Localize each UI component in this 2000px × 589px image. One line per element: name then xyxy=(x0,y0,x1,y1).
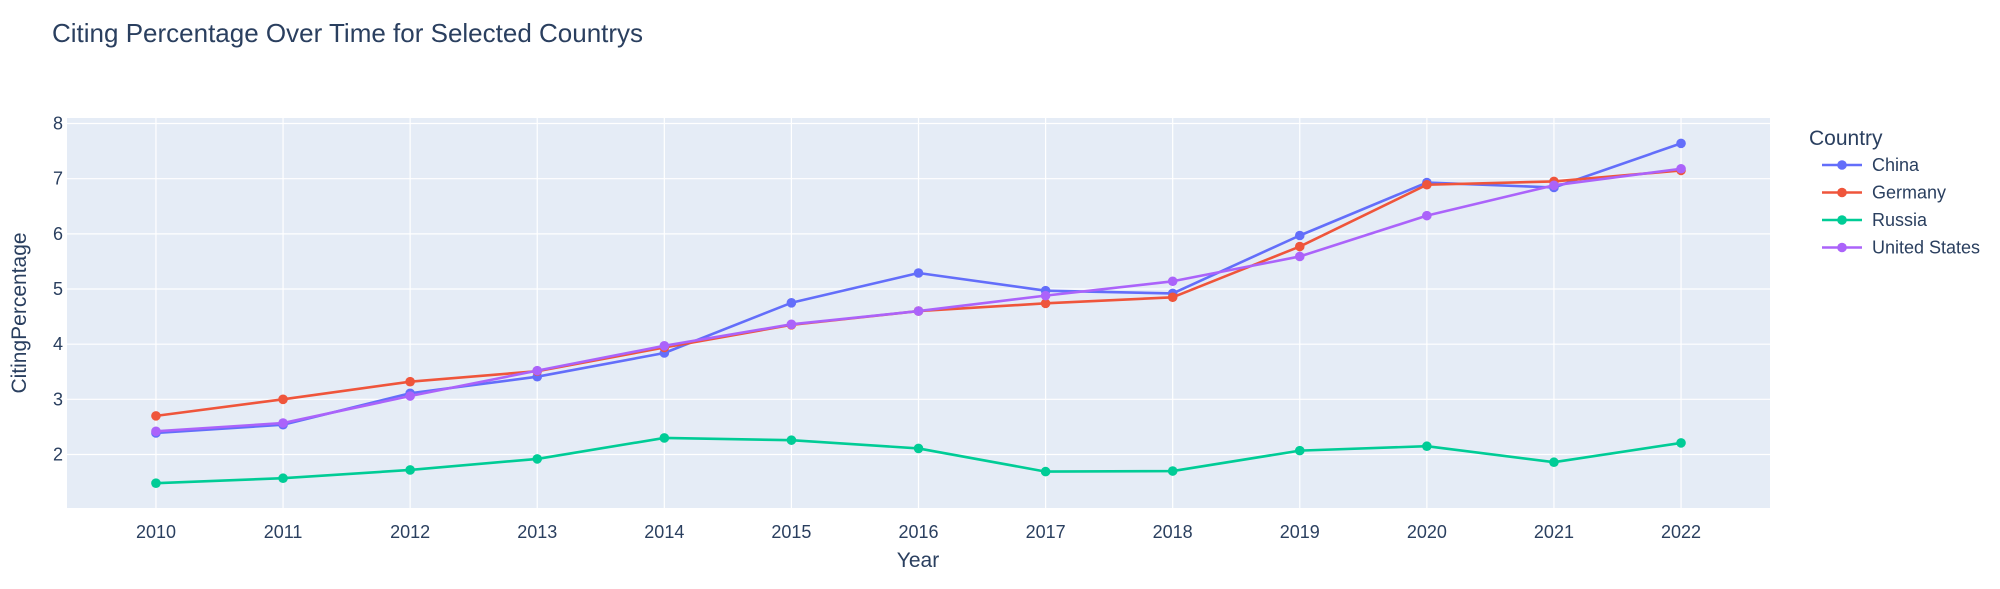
data-point-united-states xyxy=(786,319,797,330)
data-point-united-states xyxy=(151,426,161,437)
x-tick-label: 2013 xyxy=(517,522,557,542)
x-tick-label: 2022 xyxy=(1661,522,1701,542)
x-axis-ticks: 2010 2011 2012 2013 2014 2015 2016 2017 2018 2019… xyxy=(136,522,1701,542)
data-point-russia xyxy=(659,433,670,443)
x-tick-label: 2015 xyxy=(771,522,811,542)
data-point-russia xyxy=(1167,466,1178,476)
y-axis-ticks: 2 3 4 5 6 7 8 xyxy=(53,114,63,465)
data-point-china xyxy=(1676,138,1686,149)
legend-marker-russia xyxy=(1837,215,1847,225)
data-point-united-states xyxy=(659,341,670,351)
data-point-russia xyxy=(913,443,924,454)
data-point-germany xyxy=(1294,241,1305,252)
legend-label-russia: Russia xyxy=(1872,210,1928,230)
data-point-germany xyxy=(405,376,415,387)
legend-marker-germany xyxy=(1837,187,1847,198)
data-point-russia xyxy=(1294,445,1305,456)
x-tick-label: 2011 xyxy=(264,522,303,542)
data-point-united-states xyxy=(405,391,415,401)
y-axis-title: CitingPercentage xyxy=(8,232,31,393)
legend-item-russia[interactable]: Russia xyxy=(1822,210,1928,230)
y-tick-label: 3 xyxy=(53,389,63,409)
y-tick-label: 8 xyxy=(53,114,63,134)
legend-label-united-states: United States xyxy=(1872,238,1980,258)
x-tick-label: 2012 xyxy=(390,522,430,542)
data-point-russia xyxy=(151,478,161,488)
x-tick-label: 2019 xyxy=(1280,522,1320,542)
data-point-russia xyxy=(1040,466,1051,477)
x-tick-label: 2014 xyxy=(644,522,684,542)
data-point-russia xyxy=(532,454,543,464)
data-point-united-states xyxy=(1422,210,1432,221)
data-point-united-states xyxy=(913,306,924,316)
x-tick-label: 2010 xyxy=(136,522,176,542)
y-tick-label: 5 xyxy=(53,279,63,299)
legend-item-united-states[interactable]: United States xyxy=(1822,238,1980,258)
data-point-china xyxy=(1294,230,1305,241)
data-point-russia xyxy=(1422,441,1432,452)
data-point-united-states xyxy=(1549,180,1559,191)
data-point-russia xyxy=(278,473,288,484)
x-axis-title: Year xyxy=(897,549,939,572)
y-tick-label: 6 xyxy=(53,224,63,244)
chart-title: Citing Percentage Over Time for Selected… xyxy=(52,18,644,48)
legend-marker-united-states xyxy=(1837,242,1847,253)
y-tick-label: 7 xyxy=(53,169,63,189)
x-tick-label: 2018 xyxy=(1153,522,1193,542)
y-tick-label: 4 xyxy=(53,334,63,354)
data-point-united-states xyxy=(1040,290,1051,301)
data-point-united-states xyxy=(1294,251,1305,262)
legend-item-china[interactable]: China xyxy=(1822,155,1920,175)
data-point-germany xyxy=(1040,298,1051,309)
data-point-germany xyxy=(1167,292,1178,303)
data-point-united-states xyxy=(278,418,288,428)
legend: Country China Germany Russia United States xyxy=(1809,127,1980,258)
data-point-germany xyxy=(1422,179,1432,190)
data-point-united-states xyxy=(1167,276,1178,287)
data-point-germany xyxy=(151,411,161,421)
x-tick-label: 2021 xyxy=(1534,522,1574,542)
series-layer xyxy=(151,138,1686,488)
series-russia xyxy=(151,433,1686,488)
legend-label-china: China xyxy=(1872,155,1920,175)
legend-label-germany: Germany xyxy=(1872,183,1946,203)
legend-title: Country xyxy=(1809,127,1883,150)
data-point-germany xyxy=(278,394,288,405)
legend-item-germany[interactable]: Germany xyxy=(1822,183,1946,203)
data-point-united-states xyxy=(532,365,543,376)
legend-marker-china xyxy=(1837,160,1847,170)
data-point-russia xyxy=(405,465,415,475)
data-point-united-states xyxy=(1676,163,1686,174)
data-point-china xyxy=(913,268,924,278)
y-tick-label: 2 xyxy=(53,444,63,464)
data-point-russia xyxy=(1676,438,1686,448)
x-tick-label: 2020 xyxy=(1407,522,1447,542)
series-united-states xyxy=(151,163,1686,437)
data-point-russia xyxy=(786,435,797,445)
x-tick-label: 2017 xyxy=(1026,522,1066,542)
x-tick-label: 2016 xyxy=(898,522,938,542)
data-point-china xyxy=(786,297,797,308)
data-point-russia xyxy=(1549,457,1559,468)
